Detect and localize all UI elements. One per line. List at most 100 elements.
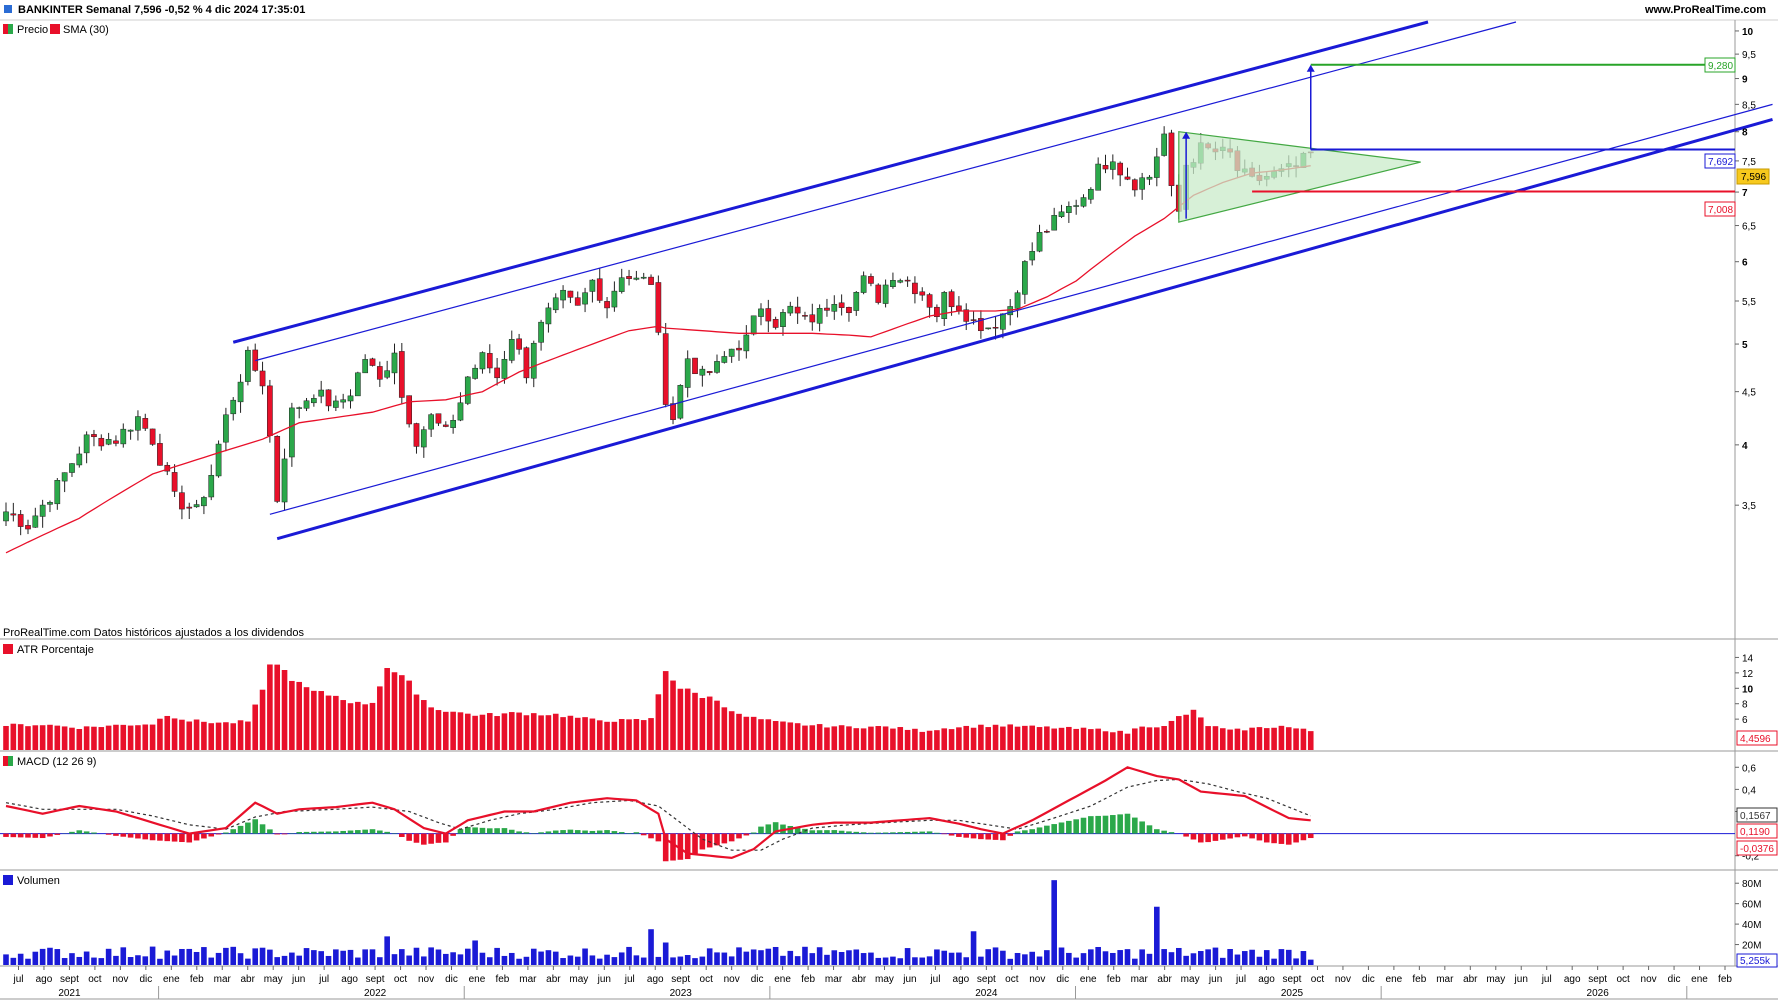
atr-bar bbox=[83, 726, 90, 750]
atr-bar bbox=[721, 707, 728, 750]
candle bbox=[765, 299, 772, 333]
macd-hist-bar bbox=[596, 830, 603, 834]
volume-bar bbox=[1022, 954, 1028, 965]
candle bbox=[1161, 126, 1167, 157]
macd-hist-bar bbox=[186, 833, 193, 843]
atr-bar bbox=[259, 689, 266, 750]
candle-body bbox=[552, 297, 559, 311]
candle bbox=[39, 499, 46, 528]
atr-bar bbox=[787, 722, 794, 750]
volume-bar bbox=[1205, 949, 1211, 965]
price-panel[interactable] bbox=[3, 20, 1773, 554]
volume-bar bbox=[875, 957, 882, 965]
candle-body bbox=[626, 276, 632, 279]
macd-hist-bar bbox=[560, 830, 566, 834]
candle bbox=[1029, 242, 1036, 266]
candle bbox=[846, 306, 852, 322]
macd-hist-bar bbox=[325, 831, 332, 834]
volume-bar bbox=[164, 950, 171, 965]
macd-hist-bar bbox=[1066, 820, 1072, 834]
volume-bar bbox=[560, 958, 566, 965]
volume-bar bbox=[948, 952, 955, 965]
atr-bar bbox=[17, 724, 24, 750]
candle-body bbox=[648, 276, 654, 285]
month-label: nov bbox=[418, 974, 434, 985]
candle-body bbox=[135, 416, 141, 431]
atr-bar bbox=[32, 725, 39, 750]
atr-bar bbox=[149, 724, 156, 750]
target-price-label: 9,280 bbox=[1704, 57, 1736, 73]
candle-body bbox=[699, 368, 706, 376]
candle bbox=[1058, 204, 1065, 219]
candle-body bbox=[376, 366, 383, 380]
macd-hist-bar bbox=[897, 832, 904, 834]
atr-legend-label: ATR Porcentaje bbox=[17, 644, 94, 656]
macd-hist-bar bbox=[758, 826, 764, 834]
candle bbox=[406, 395, 412, 428]
site-url[interactable]: www.ProRealTime.com bbox=[1644, 4, 1766, 16]
volume-bar bbox=[508, 952, 515, 965]
candle-body bbox=[655, 282, 662, 333]
macd-hist-bar bbox=[1241, 833, 1248, 837]
macd-legend-label: MACD (12 26 9) bbox=[17, 756, 96, 768]
volume-panel[interactable] bbox=[3, 880, 1314, 965]
macd-hist-bar bbox=[113, 833, 119, 836]
volume-bar bbox=[860, 953, 867, 965]
atr-bar bbox=[853, 728, 860, 750]
macd-hist-label: -0,0376 bbox=[1736, 840, 1778, 856]
macd-hist-bar bbox=[486, 828, 493, 834]
volume-bar bbox=[208, 957, 215, 965]
volume-bar bbox=[919, 957, 926, 965]
candle bbox=[201, 495, 207, 515]
candle bbox=[1095, 157, 1102, 191]
atr-bar bbox=[750, 716, 757, 750]
candle bbox=[1073, 199, 1080, 215]
atr-bar bbox=[890, 728, 896, 750]
volume-bar bbox=[171, 955, 178, 965]
macd-hist-bar bbox=[890, 832, 896, 834]
volume-bar bbox=[1110, 952, 1116, 965]
candle bbox=[633, 270, 640, 281]
candle bbox=[10, 502, 17, 522]
candle-body bbox=[3, 511, 9, 522]
month-label: sept bbox=[977, 974, 996, 985]
candle-body bbox=[934, 306, 940, 317]
volume-bar bbox=[1212, 947, 1219, 965]
atr-panel[interactable] bbox=[3, 664, 1314, 750]
macd-hist-bar bbox=[956, 833, 962, 837]
macd-panel[interactable] bbox=[0, 766, 1735, 862]
candle-body bbox=[149, 428, 156, 445]
candle bbox=[545, 302, 552, 333]
atr-bar bbox=[164, 715, 171, 750]
volume-bar bbox=[201, 947, 207, 965]
volume-bar bbox=[1249, 949, 1255, 965]
candle-body bbox=[486, 353, 493, 369]
atr-bar bbox=[25, 726, 31, 750]
candle bbox=[699, 365, 706, 387]
candle bbox=[376, 361, 383, 387]
price-tick-label: 7 bbox=[1742, 188, 1748, 199]
month-label: dic bbox=[139, 974, 152, 985]
volume-bar bbox=[135, 955, 141, 965]
candle-body bbox=[802, 315, 808, 317]
candle bbox=[442, 421, 449, 428]
candle bbox=[1022, 260, 1028, 305]
macd-hist-bar bbox=[626, 833, 632, 834]
atr-bar bbox=[516, 712, 522, 750]
candle-body bbox=[1124, 176, 1131, 180]
candle bbox=[648, 274, 654, 285]
candle bbox=[296, 406, 303, 419]
current-price-label: 7,596 bbox=[1736, 168, 1770, 185]
atr-bar bbox=[919, 731, 926, 750]
volume-bar bbox=[728, 956, 735, 965]
atr-bar bbox=[838, 725, 845, 750]
candle-body bbox=[384, 370, 391, 378]
volume-bar bbox=[934, 949, 940, 965]
candle bbox=[574, 291, 581, 306]
atr-bar bbox=[193, 719, 200, 750]
month-label: jun bbox=[1514, 974, 1528, 985]
volume-bar bbox=[743, 951, 750, 965]
candle bbox=[860, 271, 867, 295]
macd-hist-bar bbox=[149, 833, 156, 841]
